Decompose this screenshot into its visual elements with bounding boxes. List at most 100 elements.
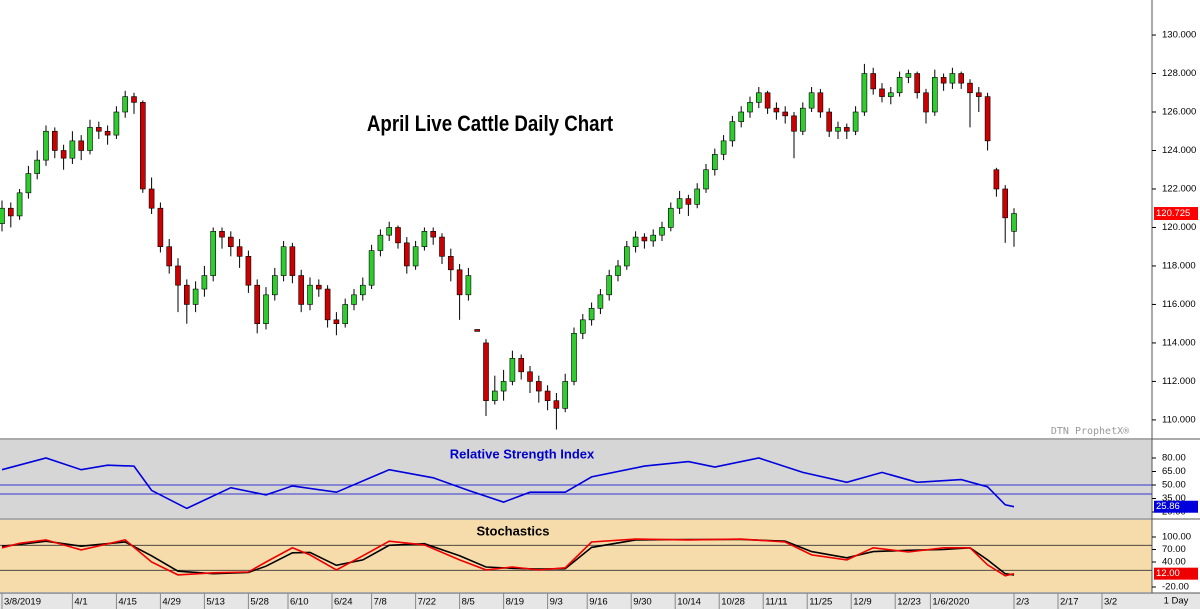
x-tick-label: 2/17 xyxy=(1060,597,1079,608)
candle-body xyxy=(342,304,349,324)
y-tick-label: 122.000 xyxy=(1162,183,1196,194)
last-price-box xyxy=(1154,207,1198,221)
candle-body xyxy=(729,121,736,142)
candle-body xyxy=(667,207,674,228)
candle-body xyxy=(236,246,243,257)
candle-body xyxy=(78,140,84,151)
candle-body xyxy=(782,111,789,117)
candle-body xyxy=(254,284,260,324)
y-tick-label: -20.00 xyxy=(1162,582,1189,593)
candle-body xyxy=(527,371,533,382)
candle-body xyxy=(518,358,525,373)
candle-body xyxy=(588,307,595,321)
candle-body xyxy=(879,88,885,97)
candle-body xyxy=(456,269,463,296)
candle-body xyxy=(905,73,912,78)
candle-body xyxy=(228,236,234,248)
candle-body xyxy=(465,275,472,296)
candle-body xyxy=(641,236,648,242)
y-tick-label: 128.000 xyxy=(1162,68,1196,79)
candle-body xyxy=(412,246,419,267)
date-axis xyxy=(0,593,1200,609)
x-tick-label: 11/25 xyxy=(809,597,832,608)
candle-body xyxy=(764,92,771,109)
x-tick-label: 10/14 xyxy=(677,597,701,608)
rsi-title: Relative Strength Index xyxy=(450,446,595,461)
x-tick-label: 5/13 xyxy=(206,597,225,608)
candle-body xyxy=(430,231,437,238)
candle-body xyxy=(421,231,428,248)
interval-label: 1 Day xyxy=(1164,596,1189,607)
candle-body xyxy=(87,127,93,151)
candle-body xyxy=(606,275,613,296)
candle-body xyxy=(315,284,322,290)
candle-body xyxy=(0,207,5,224)
candle-body xyxy=(395,227,401,244)
y-tick-label: 70.00 xyxy=(1162,544,1186,555)
y-tick-label: 65.00 xyxy=(1162,466,1186,477)
y-tick-label: 112.000 xyxy=(1162,376,1196,387)
candle-body xyxy=(34,159,41,174)
candle-body xyxy=(993,169,1000,190)
candle-body xyxy=(333,319,340,324)
watermark: DTN ProphetX® xyxy=(1051,426,1130,437)
stochastics-title: Stochastics xyxy=(477,523,550,538)
candle-body xyxy=(148,188,155,209)
candle-body xyxy=(1011,213,1017,232)
candle-body xyxy=(201,275,208,290)
candle-body xyxy=(755,92,762,103)
x-tick-label: 7/8 xyxy=(374,597,387,608)
x-tick-label: 9/16 xyxy=(589,597,608,608)
candle-body xyxy=(676,198,683,209)
candle-body xyxy=(553,400,560,409)
candle-body xyxy=(843,127,850,132)
candle-body xyxy=(773,107,780,113)
candle-body xyxy=(826,111,833,132)
last-value-box xyxy=(1154,500,1198,513)
candle-body xyxy=(166,246,172,267)
candle-body xyxy=(131,96,137,103)
candle-body xyxy=(579,319,586,334)
candle-body xyxy=(923,92,929,113)
candle-body xyxy=(571,333,577,382)
y-tick-label: 126.000 xyxy=(1162,107,1196,118)
x-tick-label: 8/19 xyxy=(506,597,524,608)
candle-body xyxy=(113,111,120,136)
indicator-line xyxy=(1,538,1015,576)
last-value-box xyxy=(1154,567,1198,580)
candle-body xyxy=(245,256,252,286)
candle-body xyxy=(175,265,181,286)
last-value-label: 25.86 xyxy=(1156,501,1180,512)
x-tick-label: 6/24 xyxy=(334,597,353,608)
y-tick-label: 80.00 xyxy=(1162,453,1186,464)
candle-body xyxy=(43,130,49,161)
candle-body xyxy=(931,77,938,113)
candle-body xyxy=(544,390,551,401)
candle-body xyxy=(157,207,164,248)
y-tick-label: 35.00 xyxy=(1162,493,1186,504)
candle-body xyxy=(122,96,128,113)
candle-body xyxy=(210,231,216,276)
candle-body xyxy=(368,250,375,286)
candle-body xyxy=(439,236,445,257)
candle-body xyxy=(808,92,815,109)
candle-body xyxy=(474,329,481,332)
y-tick-label: 118.000 xyxy=(1162,260,1196,271)
candle-body xyxy=(597,294,604,309)
candle-body xyxy=(96,127,102,132)
candle-body xyxy=(949,73,956,84)
candle-body xyxy=(720,140,727,155)
candle-body xyxy=(975,92,982,97)
x-tick-label: 1/6/2020 xyxy=(932,597,969,608)
candle-body xyxy=(632,236,639,248)
candle-body xyxy=(984,96,991,142)
candle-body xyxy=(403,242,410,267)
candle-body xyxy=(263,294,269,324)
candle-body xyxy=(219,231,225,238)
y-tick-label: 50.00 xyxy=(1162,480,1186,491)
x-tick-label: 2/3 xyxy=(1016,597,1029,608)
y-tick-label: 40.00 xyxy=(1162,557,1186,568)
candle-body xyxy=(351,294,357,305)
